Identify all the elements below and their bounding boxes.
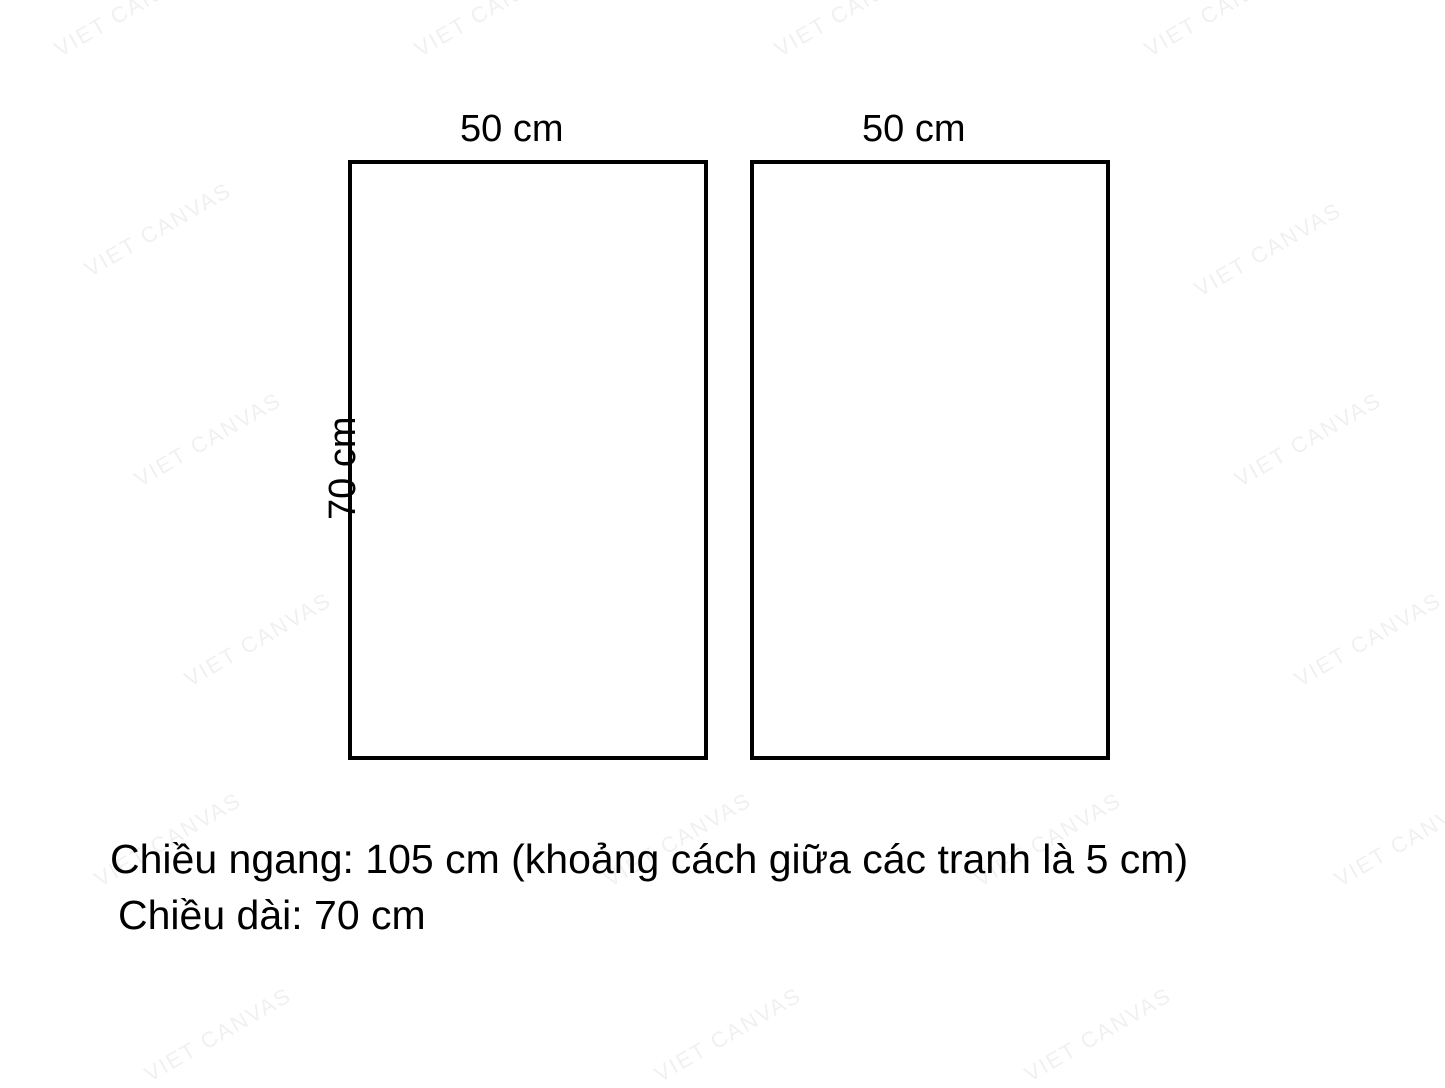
watermark-text: VIET CANVAS <box>1020 982 1176 1087</box>
panel-left <box>348 160 708 760</box>
watermark-text: VIET CANVAS <box>50 0 206 63</box>
watermark-text: VIET CANVAS <box>140 982 296 1087</box>
watermark-text: VIET CANVAS <box>80 177 236 282</box>
watermark-text: VIET CANVAS <box>130 387 286 492</box>
watermark-text: VIET CANVAS <box>1230 387 1386 492</box>
watermark-text: VIET CANVAS <box>1190 197 1346 302</box>
diagram-canvas: VIET CANVAS VIET CANVAS VIET CANVAS VIET CA… <box>0 0 1445 1084</box>
caption-line-1: Chiều ngang: 105 cm (khoảng cách giữa cá… <box>110 836 1188 883</box>
watermark-text: VIET CANVAS <box>1330 787 1445 892</box>
width-label-right: 50 cm <box>862 108 965 151</box>
panel-right <box>750 160 1110 760</box>
caption-line-2: Chiều dài: 70 cm <box>118 892 426 939</box>
watermark-text: VIET CANVAS <box>410 0 566 63</box>
watermark-text: VIET CANVAS <box>650 982 806 1087</box>
watermark-text: VIET CANVAS <box>1140 0 1296 63</box>
watermark-text: VIET CANVAS <box>770 0 926 63</box>
watermark-text: VIET CANVAS <box>180 587 336 692</box>
width-label-left: 50 cm <box>460 108 563 151</box>
watermark-text: VIET CANVAS <box>1290 587 1445 692</box>
height-label: 70 cm <box>322 417 365 520</box>
